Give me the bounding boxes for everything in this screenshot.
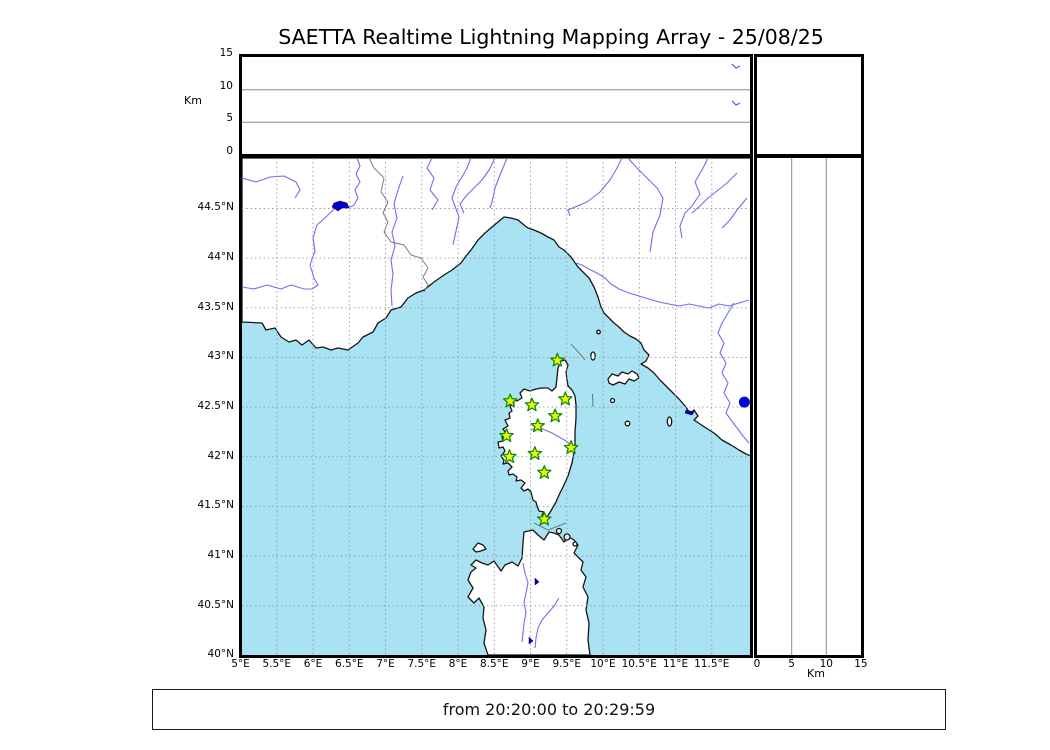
longitude-tick-label: 11°E [662,658,689,670]
altitude-longitude-plot [242,63,750,123]
longitude-tick-label: 9.5°E [552,658,582,670]
station-marker [502,449,517,464]
station-marker [530,418,546,433]
longitude-tick-label: 6.5°E [334,658,364,670]
latitude-tick-label: 44.5°N [197,201,234,214]
station-marker [563,440,579,455]
altitude-tick-label: 10 [819,657,833,670]
longitude-tick-label: 8.5°E [479,658,509,670]
longitude-tick-label: 11.5°E [694,658,730,670]
event-dot-group [738,396,750,408]
corsica-island [497,359,577,519]
station-marker [536,511,552,526]
map-panel [239,155,753,658]
maddalena-island [572,541,578,547]
latitude-tick-label: 41°N [207,549,234,561]
latitude-tick-label: 41.5°N [197,499,234,512]
time-window-text: from 20:20:00 to 20:29:59 [442,700,656,719]
altitude-tick-label: 0 [226,145,233,157]
data-speck [731,63,741,69]
pianosa-island [609,397,616,404]
asinara-island [472,542,487,553]
longitude-tick-label: 5°E [231,658,250,670]
latitude-tick-label: 44°N [207,251,234,264]
altitude-tick-label: 5 [788,657,795,670]
longitude-tick-label: 9°E [521,658,540,670]
map-line-artifacts [533,343,594,531]
longitude-tick-label: 7.5°E [407,658,437,670]
latitude-tick-label: 42°N [207,449,234,462]
maddalena-island [555,527,563,535]
station-marker [527,446,543,461]
montecristo-island [624,420,631,427]
km-unit-label-right: Km [807,667,825,680]
longitude-tick-label: 7°E [376,658,395,670]
latitude-tick-label: 43.5°N [197,300,234,313]
altitude-tick-label: 15 [854,657,868,670]
altitude-latitude-plot [791,158,827,655]
longitude-tick-label: 10.5°E [621,658,657,670]
latitude-tick-label: 43°N [207,350,234,363]
station-marker [536,464,552,479]
rivers [242,158,750,649]
lake [534,577,540,586]
altitude-tick-label: 5 [226,112,233,125]
altitude-tick-label: 0 [753,657,761,670]
latitude-tick-label: 40.5°N [197,598,234,611]
latitude-tick-label: 42.5°N [197,400,234,413]
sardinia-island [467,529,591,655]
event-dot [738,396,750,408]
longitude-tick-label: 10°E [590,658,616,670]
station-marker [524,397,540,412]
latitude-tick-label: 40°N [207,648,234,661]
lake [528,636,534,645]
giglio-island [666,416,673,427]
lake [331,200,350,212]
longitude-tick-label: 6°E [303,658,323,670]
longitude-tick-label: 8°E [448,658,468,670]
station-markers [499,352,579,526]
corner-panel [754,54,864,158]
station-marker [547,408,563,423]
longitude-tick-label: 5.5°E [262,658,292,670]
capraia-island [590,351,596,361]
altitude-tick-label: 10 [219,79,233,92]
data-speck [731,100,741,106]
time-window-footer: from 20:20:00 to 20:29:59 [152,689,946,730]
station-marker [557,391,573,406]
km-unit-label-top: Km [184,94,202,107]
landmasses [242,158,750,655]
lagoon [684,409,695,416]
lakes [331,200,695,645]
plan-view-map [242,158,750,655]
country-border [368,158,429,293]
station-marker [550,352,565,367]
station-marker [499,428,514,443]
gorgona-island [596,329,601,335]
figure-title: SAETTA Realtime Lightning Mapping Array … [278,25,824,49]
altitude-latitude-panel [754,155,864,658]
altitude-tick-label: 15 [219,47,233,60]
altitude-longitude-panel [239,54,753,158]
station-marker [502,393,518,408]
